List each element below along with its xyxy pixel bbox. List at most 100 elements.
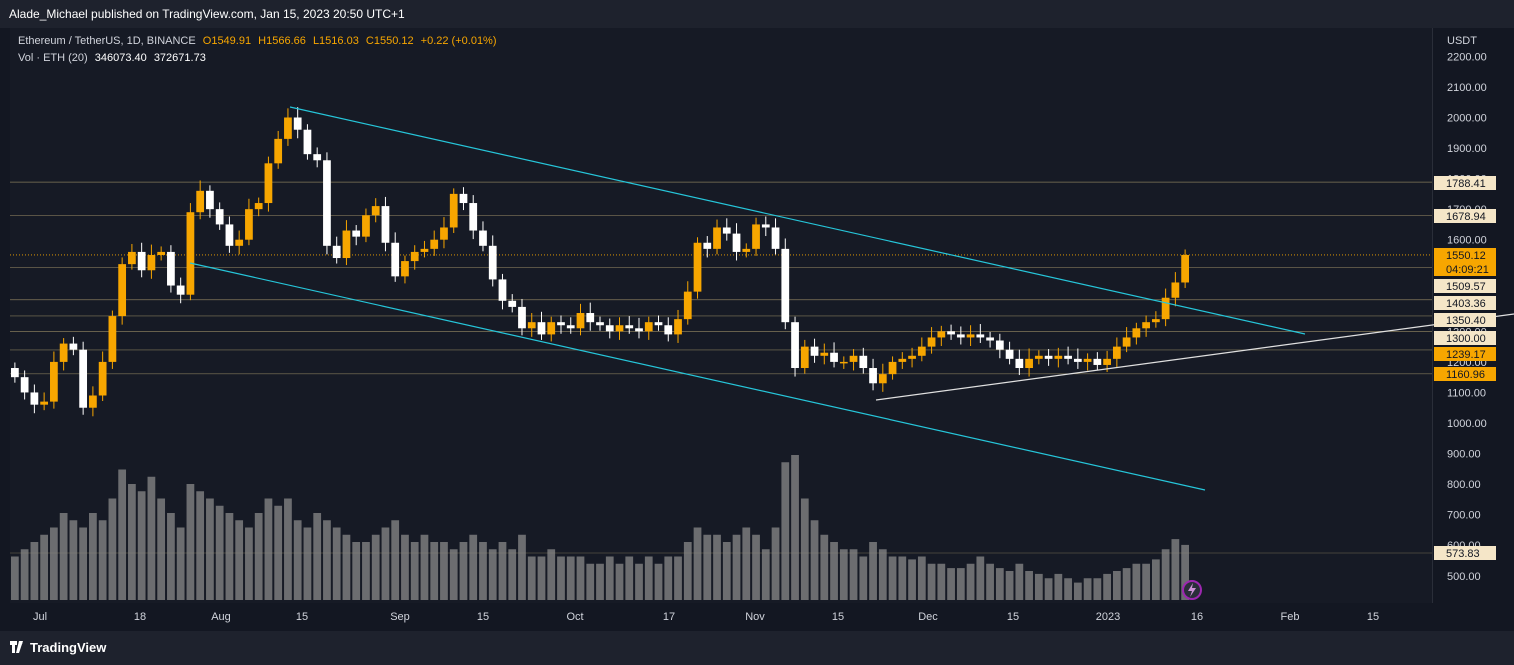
candle-body [956, 334, 965, 338]
candle-body [908, 355, 916, 359]
candle-body [147, 254, 156, 271]
candle-body [479, 230, 487, 246]
price-label-box [1434, 296, 1496, 310]
candle-body [791, 322, 799, 369]
volume-bar [937, 563, 946, 600]
time-tick-label: Aug [211, 611, 231, 623]
price-label-text: 1678.94 [1446, 211, 1486, 223]
volume-bar [420, 534, 429, 600]
time-tick-label: Feb [1281, 611, 1300, 623]
volume-bar [167, 513, 175, 600]
price-label-text: 573.83 [1446, 548, 1480, 560]
volume-bar [986, 563, 994, 600]
price-tick-label: 2200.00 [1447, 51, 1487, 63]
candle-body [449, 193, 458, 228]
candle-body [264, 163, 273, 204]
volume-bar [1083, 578, 1092, 600]
volume-bar [527, 556, 536, 600]
candle-body [206, 190, 214, 210]
volume-bar [995, 568, 1004, 600]
candle-body [108, 316, 117, 362]
volume-bar [176, 527, 185, 600]
candle-body [303, 129, 312, 155]
publisher-text: Alade_Michael published on TradingView.c… [9, 7, 405, 21]
candle-body [664, 325, 673, 335]
price-label-text: 1239.17 [1446, 349, 1486, 361]
volume-bar [557, 556, 565, 600]
price-tick-label: 1900.00 [1447, 143, 1487, 155]
volume-bar [810, 520, 819, 600]
volume-bar [293, 520, 302, 600]
candle-body [508, 300, 517, 307]
tradingview-logo[interactable]: TradingView [10, 640, 106, 655]
volume-label: Vol · ETH (20) [18, 52, 88, 64]
volume-bar [137, 491, 146, 600]
volume-bar [69, 520, 78, 600]
candle-body [498, 279, 507, 301]
volume-bar [586, 563, 595, 600]
time-tick-label: Jul [33, 611, 47, 623]
time-tick-label: 15 [1007, 611, 1019, 623]
candle-body [1015, 358, 1024, 369]
candle-body [937, 331, 946, 338]
candle-body [30, 392, 39, 405]
volume-bar [791, 455, 799, 600]
channel-lower-line [189, 262, 1206, 491]
candle-body [732, 233, 741, 252]
volume-bar [1181, 544, 1189, 600]
price-label-text: 1350.40 [1446, 315, 1486, 327]
volume-bar [898, 556, 907, 600]
volume-bar [264, 498, 273, 600]
volume-bar [147, 476, 156, 600]
candle-body [332, 245, 341, 259]
candle-body [830, 352, 838, 362]
volume-bar [644, 556, 653, 600]
candle-body [566, 325, 575, 329]
volume-bar [430, 542, 439, 600]
price-tick-label: 1100.00 [1447, 387, 1486, 399]
volume-bar [1073, 582, 1082, 600]
publish-bar: Alade_Michael published on TradingView.c… [0, 0, 1514, 28]
volume-bar [732, 534, 741, 600]
candle-body [576, 313, 585, 329]
time-tick-label: 15 [1367, 611, 1379, 623]
volume-bar [576, 556, 585, 600]
volume-ma-value: 372671.73 [153, 52, 206, 64]
volume-bar [371, 534, 380, 600]
volume-bar [761, 549, 770, 600]
channel-upper-line [289, 106, 1306, 335]
volume-bar [722, 542, 731, 600]
volume-bar [976, 556, 985, 600]
volume-bar [381, 527, 390, 600]
chart-pane[interactable] [10, 28, 1432, 603]
volume-bar [449, 549, 458, 600]
volume-bar [313, 513, 322, 600]
volume-bar [284, 498, 292, 600]
time-tick-label: 16 [1191, 611, 1203, 623]
volume-bar [1064, 578, 1072, 600]
candle-body [1005, 349, 1014, 359]
volume-bar [781, 462, 790, 600]
candle-body [225, 224, 234, 246]
candle-body [1034, 355, 1043, 359]
volume-bar [459, 542, 468, 600]
candle-body [869, 368, 877, 384]
volume-bar [664, 556, 673, 600]
volume-bar [342, 534, 351, 600]
volume-bar [11, 556, 19, 600]
time-axis[interactable] [0, 603, 1514, 631]
candle-body [986, 337, 994, 341]
volume-bar [440, 542, 448, 600]
candle-body [586, 313, 595, 323]
volume-bar [79, 527, 88, 600]
price-tick-label: 700.00 [1447, 510, 1481, 522]
candle-body [859, 355, 868, 369]
volume-bar [927, 563, 936, 600]
volume-bar [391, 520, 400, 600]
candle-body [527, 322, 536, 329]
candle-body [176, 285, 185, 295]
candle-body [11, 368, 19, 378]
volume-bar [98, 520, 107, 600]
volume-bar [878, 549, 887, 600]
